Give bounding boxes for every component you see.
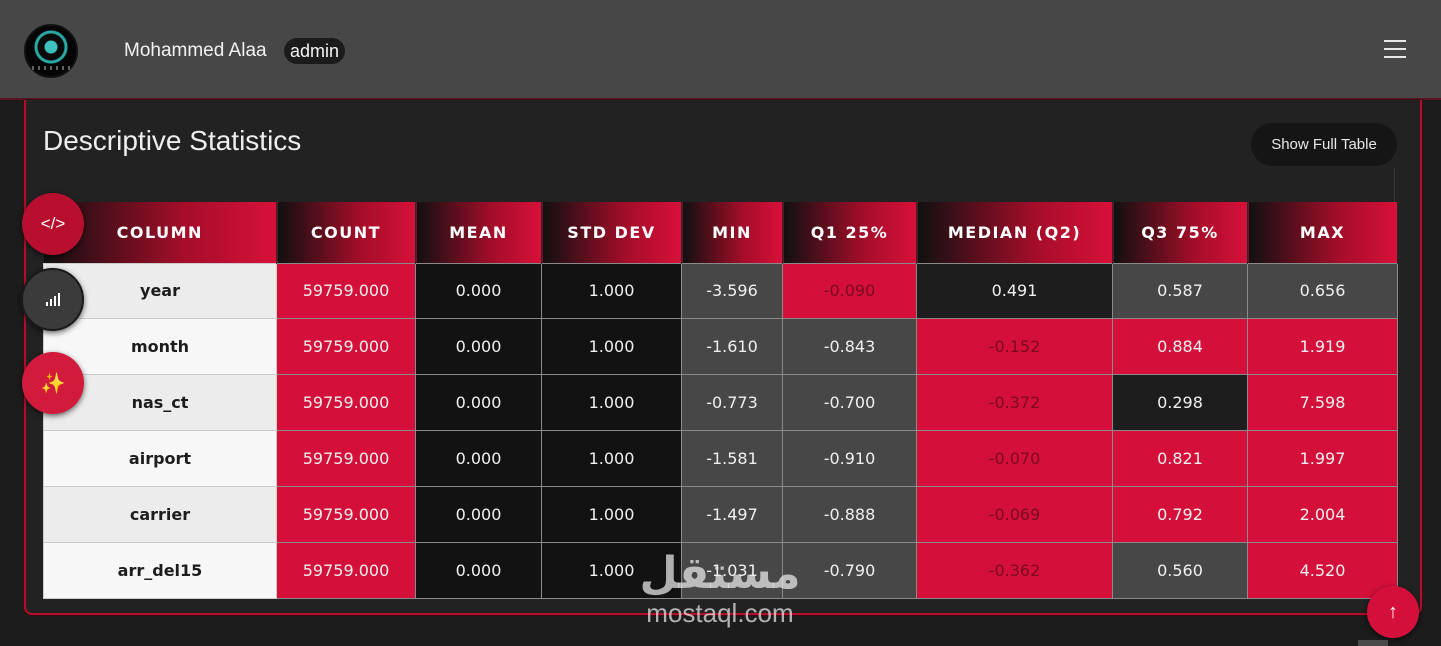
cell-mean: 0.000 — [415, 374, 542, 432]
chart-view-button[interactable] — [21, 268, 84, 331]
cell-count: 59759.000 — [276, 374, 416, 432]
cell-max: 1.919 — [1247, 318, 1398, 376]
cell-max: 2.004 — [1247, 486, 1398, 544]
cell-q1: -0.910 — [782, 430, 917, 488]
role-badge: admin — [284, 38, 346, 64]
header-min[interactable]: MIN — [681, 202, 783, 263]
cell-q1: -0.843 — [782, 318, 917, 376]
cell-median: -0.069 — [916, 486, 1113, 544]
cell-q1: -0.700 — [782, 374, 917, 432]
bar-chart-icon — [45, 292, 60, 306]
watermark-latin: mostaql.com — [646, 598, 794, 628]
cell-min: -1.581 — [681, 430, 783, 488]
table-row: arr_del15 59759.000 0.000 1.000 -1.031 -… — [43, 542, 1398, 599]
cell-min: -1.031 — [681, 542, 783, 599]
watermark-arabic: مستقل — [639, 548, 801, 599]
magic-wand-button[interactable]: ✨ — [22, 352, 84, 414]
cell-count: 59759.000 — [276, 262, 416, 320]
cell-median: 0.491 — [916, 262, 1113, 320]
table-row: month 59759.000 0.000 1.000 -1.610 -0.84… — [43, 318, 1398, 376]
cell-std-dev: 1.000 — [541, 486, 682, 544]
cell-q3: 0.560 — [1112, 542, 1248, 599]
cell-mean: 0.000 — [415, 262, 542, 320]
cell-median: -0.362 — [916, 542, 1113, 599]
cell-mean: 0.000 — [415, 486, 542, 544]
cell-max: 0.656 — [1247, 262, 1398, 320]
cell-std-dev: 1.000 — [541, 262, 682, 320]
cell-q3: 0.298 — [1112, 374, 1248, 432]
cell-count: 59759.000 — [276, 318, 416, 376]
header-q1[interactable]: Q1 25% — [782, 202, 917, 263]
arrow-up-icon: ↑ — [1388, 600, 1398, 623]
cell-q1: -0.888 — [782, 486, 917, 544]
cell-q1: -0.090 — [782, 262, 917, 320]
header-mean[interactable]: MEAN — [415, 202, 542, 263]
corner-tab — [1358, 640, 1388, 646]
cell-q1: -0.790 — [782, 542, 917, 599]
cell-q3: 0.587 — [1112, 262, 1248, 320]
row-label: airport — [43, 430, 277, 488]
cell-std-dev: 1.000 — [541, 430, 682, 488]
show-full-table-button[interactable]: Show Full Table — [1251, 123, 1397, 166]
cell-std-dev: 1.000 — [541, 542, 682, 599]
table-row: year 59759.000 0.000 1.000 -3.596 -0.090… — [43, 262, 1398, 320]
cell-median: -0.070 — [916, 430, 1113, 488]
cell-mean: 0.000 — [415, 430, 542, 488]
user-name: Mohammed Alaa — [124, 40, 267, 61]
cell-min: -1.497 — [681, 486, 783, 544]
cell-count: 59759.000 — [276, 430, 416, 488]
row-label: month — [43, 318, 277, 376]
cell-max: 4.520 — [1247, 542, 1398, 599]
header-max[interactable]: MAX — [1247, 202, 1398, 263]
scroll-to-top-button[interactable]: ↑ — [1367, 586, 1419, 638]
cell-max: 1.997 — [1247, 430, 1398, 488]
table-row: nas_ct 59759.000 0.000 1.000 -0.773 -0.7… — [43, 374, 1398, 432]
top-header: Mohammed Alaa admin — [0, 0, 1441, 100]
cell-q3: 0.792 — [1112, 486, 1248, 544]
code-icon: </> — [40, 214, 66, 233]
cell-mean: 0.000 — [415, 318, 542, 376]
table-row: airport 59759.000 0.000 1.000 -1.581 -0.… — [43, 430, 1398, 488]
code-view-button[interactable]: </> — [22, 193, 84, 255]
cell-min: -0.773 — [681, 374, 783, 432]
cell-median: -0.152 — [916, 318, 1113, 376]
watermark: مستقل mostaql.com — [632, 548, 808, 626]
header-median[interactable]: MEDIAN (Q2) — [916, 202, 1113, 263]
header-std-dev[interactable]: STD DEV — [541, 202, 682, 263]
cell-q3: 0.884 — [1112, 318, 1248, 376]
table-row: carrier 59759.000 0.000 1.000 -1.497 -0.… — [43, 486, 1398, 544]
divider — [1394, 168, 1395, 208]
cell-count: 59759.000 — [276, 542, 416, 599]
cell-mean: 0.000 — [415, 542, 542, 599]
header-column[interactable]: COLUMN — [43, 202, 277, 263]
cell-min: -1.610 — [681, 318, 783, 376]
cell-max: 7.598 — [1247, 374, 1398, 432]
cell-q3: 0.821 — [1112, 430, 1248, 488]
header-count[interactable]: COUNT — [276, 202, 416, 263]
row-label: arr_del15 — [43, 542, 277, 599]
cell-std-dev: 1.000 — [541, 374, 682, 432]
statistics-table: COLUMN COUNT MEAN STD DEV MIN Q1 25% MED… — [43, 202, 1398, 599]
circular-logo-icon[interactable] — [24, 24, 78, 78]
card-title: Descriptive Statistics — [43, 125, 302, 156]
hamburger-menu-icon[interactable] — [1384, 40, 1406, 58]
row-label: carrier — [43, 486, 277, 544]
cell-min: -3.596 — [681, 262, 783, 320]
table-header-row: COLUMN COUNT MEAN STD DEV MIN Q1 25% MED… — [43, 202, 1398, 263]
cell-count: 59759.000 — [276, 486, 416, 544]
cell-median: -0.372 — [916, 374, 1113, 432]
cell-std-dev: 1.000 — [541, 318, 682, 376]
magic-wand-icon: ✨ — [40, 372, 66, 395]
header-q3[interactable]: Q3 75% — [1112, 202, 1248, 263]
